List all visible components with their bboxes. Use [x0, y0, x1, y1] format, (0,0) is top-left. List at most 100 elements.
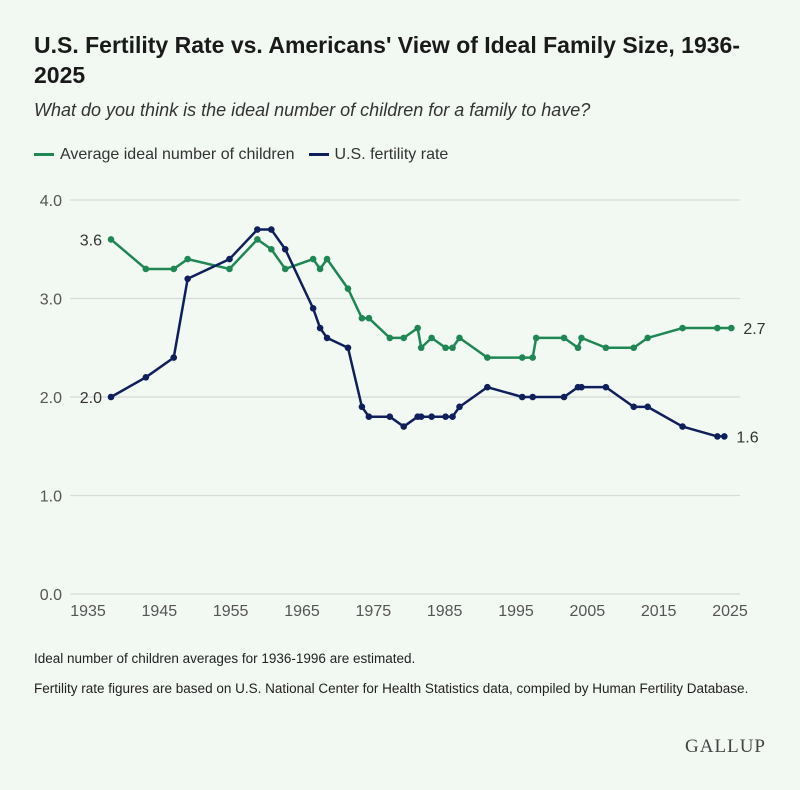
legend-swatch	[34, 153, 54, 157]
data-point	[428, 334, 435, 342]
data-point	[449, 413, 456, 421]
x-tick-label: 1995	[498, 603, 534, 620]
data-point	[400, 423, 408, 430]
x-tick-label: 2025	[712, 603, 748, 620]
data-point	[226, 255, 233, 263]
data-point	[254, 226, 261, 233]
y-tick-label: 3.0	[40, 292, 62, 309]
data-point	[602, 383, 610, 391]
data-point	[386, 334, 394, 342]
end-value-label: 1.6	[736, 429, 758, 446]
end-value-label: 2.7	[743, 321, 765, 338]
data-point	[358, 403, 366, 411]
data-point	[449, 344, 456, 352]
chart-subtitle: What do you think is the ideal number of…	[34, 100, 591, 120]
data-point	[358, 314, 366, 322]
note-estimated: Ideal number of children averages for 19…	[34, 651, 416, 666]
y-tick-label: 0.0	[40, 587, 62, 604]
data-point	[226, 265, 233, 273]
data-point	[484, 383, 491, 391]
data-point	[281, 265, 289, 273]
legend-item-fertility: U.S. fertility rate	[308, 146, 449, 164]
data-point	[184, 275, 191, 283]
data-point	[417, 344, 425, 352]
data-point	[184, 255, 191, 263]
legend-label: U.S. fertility rate	[334, 146, 449, 163]
data-point	[714, 324, 721, 332]
data-point	[728, 324, 735, 332]
data-point	[281, 245, 289, 253]
data-point	[714, 433, 721, 440]
note-source: Fertility rate figures are based on U.S.…	[34, 681, 749, 696]
data-point	[309, 255, 317, 263]
data-point	[574, 344, 582, 352]
data-point	[268, 245, 275, 253]
data-point	[428, 413, 435, 421]
data-point	[518, 354, 526, 361]
data-point	[679, 324, 686, 332]
x-tick-label: 1935	[70, 603, 106, 620]
data-point	[344, 344, 352, 352]
data-point	[560, 334, 568, 342]
data-point	[602, 344, 610, 352]
start-value-label: 3.6	[80, 232, 102, 249]
x-tick-label: 2005	[570, 603, 606, 620]
data-point	[254, 236, 261, 243]
data-point	[309, 305, 317, 312]
gallup-logo: GALLUP	[685, 736, 766, 757]
data-point	[529, 393, 536, 401]
data-point	[630, 403, 638, 411]
data-point	[630, 344, 638, 352]
data-point	[316, 265, 324, 273]
data-point	[344, 285, 352, 292]
y-tick-label: 2.0	[40, 390, 62, 407]
data-point	[142, 265, 150, 273]
start-value-label: 2.0	[80, 390, 102, 407]
data-point	[170, 265, 178, 273]
data-point	[417, 413, 425, 421]
legend-item-ideal: Average ideal number of children	[34, 146, 295, 164]
data-point	[644, 403, 651, 411]
data-point	[456, 334, 463, 342]
y-tick-label: 4.0	[40, 193, 62, 210]
data-point	[518, 393, 526, 401]
y-tick-label: 1.0	[40, 489, 62, 506]
data-point	[560, 393, 568, 401]
x-tick-label: 1945	[142, 603, 178, 620]
data-point	[400, 334, 408, 342]
data-point	[644, 334, 651, 342]
data-point	[484, 354, 491, 361]
data-point	[323, 334, 331, 342]
data-point	[107, 236, 115, 243]
chart-title: U.S. Fertility Rate vs. Americans' View …	[34, 32, 740, 88]
data-point	[365, 413, 373, 421]
data-point	[170, 354, 178, 361]
data-point	[365, 314, 373, 322]
legend-label: Average ideal number of children	[60, 146, 295, 163]
data-point	[532, 334, 540, 342]
data-point	[578, 334, 585, 342]
data-point	[414, 324, 421, 332]
legend: Average ideal number of children U.S. fe…	[34, 146, 448, 164]
x-tick-label: 1955	[213, 603, 249, 620]
data-point	[442, 413, 449, 421]
legend-swatch	[308, 153, 329, 157]
data-point	[386, 413, 394, 421]
data-point	[721, 433, 728, 440]
x-tick-label: 1965	[284, 603, 320, 620]
x-tick-label: 1985	[427, 603, 463, 620]
data-point	[142, 374, 150, 381]
x-tick-label: 2015	[641, 603, 677, 620]
x-tick-label: 1975	[356, 603, 392, 620]
data-point	[679, 423, 686, 430]
data-point	[316, 324, 324, 332]
data-point	[529, 354, 536, 361]
data-point	[107, 393, 115, 401]
data-point	[456, 403, 463, 411]
data-point	[268, 226, 275, 233]
data-point	[442, 344, 449, 352]
data-point	[578, 383, 585, 391]
data-point	[323, 255, 331, 263]
